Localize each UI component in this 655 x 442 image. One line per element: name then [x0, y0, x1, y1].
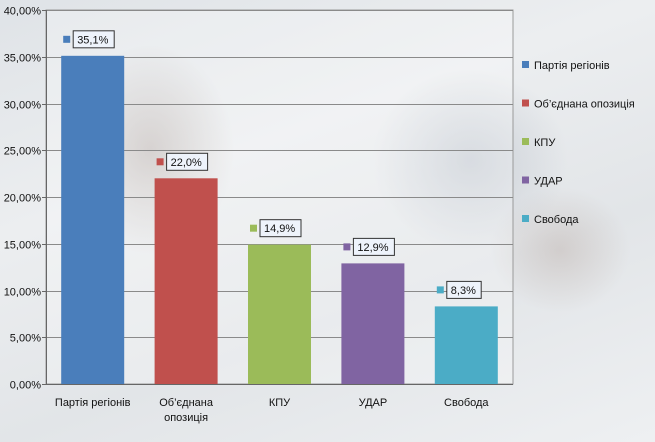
legend-swatch — [522, 215, 529, 222]
legend-swatch — [522, 99, 529, 107]
x-category-label: Об’єднана — [159, 397, 214, 409]
data-label: 22,0% — [171, 157, 202, 169]
data-label-marker — [436, 286, 444, 294]
x-category-label: опозиція — [164, 412, 208, 424]
y-tick-label: 10,00% — [4, 287, 42, 299]
x-category-label: УДАР — [359, 397, 388, 409]
legend-swatch — [522, 138, 529, 145]
bars — [61, 55, 498, 384]
x-category-label: Партія регіонів — [55, 397, 131, 409]
data-label-marker — [156, 158, 164, 166]
data-label-marker — [250, 224, 257, 232]
data-label: 35,1% — [77, 34, 108, 46]
data-label-box — [259, 219, 302, 238]
y-tick-label: 40,00% — [4, 6, 42, 18]
y-tick-label: 30,00% — [4, 100, 42, 112]
legend-swatch — [522, 176, 529, 184]
bar — [341, 263, 405, 384]
legend-swatch — [522, 61, 529, 68]
x-category-label: Свобода — [444, 397, 489, 409]
legend-entry: Партія регіонів — [534, 60, 610, 72]
data-label-marker — [343, 243, 351, 251]
x-category-label: КПУ — [269, 397, 291, 409]
data-label-box — [72, 30, 115, 49]
y-tick-label: 5,00% — [10, 333, 41, 345]
x-axis-category-labels: Партія регіонів Об’єднана опозиція КПУ УДАР С… — [55, 397, 490, 424]
data-label-marker — [63, 35, 71, 43]
data-label-box — [166, 152, 209, 171]
data-label-box — [446, 280, 482, 299]
bar — [154, 178, 218, 384]
legend-entry: Свобода — [534, 214, 579, 226]
legend-entry: КПУ — [534, 137, 556, 149]
legend: Партія регіонів Об’єднана опозиція КПУ УДАР… — [522, 60, 635, 226]
bar — [248, 244, 311, 384]
axes — [42, 10, 513, 385]
y-tick-label: 0,00% — [10, 380, 41, 392]
y-axis-tick-labels: 0,00% 5,00% 10,00% 15,00% 20,00% 25,00% 30,00%… — [4, 6, 42, 392]
data-label: 8,3% — [451, 285, 476, 297]
data-label: 14,9% — [264, 223, 295, 235]
bar — [61, 55, 125, 384]
y-tick-label: 15,00% — [4, 240, 42, 252]
data-label-box — [352, 237, 395, 256]
legend-entry: УДАР — [534, 176, 563, 188]
y-tick-label: 20,00% — [4, 193, 42, 205]
y-tick-label: 25,00% — [4, 146, 42, 158]
data-label: 12,9% — [357, 242, 388, 254]
data-labels: 35,1% 22,0% 14,9% 12,9% 8,3% — [63, 30, 482, 299]
bar — [434, 306, 498, 384]
y-tick-label: 35,00% — [4, 53, 42, 65]
legend-entry: Об’єднана опозиція — [534, 99, 635, 111]
